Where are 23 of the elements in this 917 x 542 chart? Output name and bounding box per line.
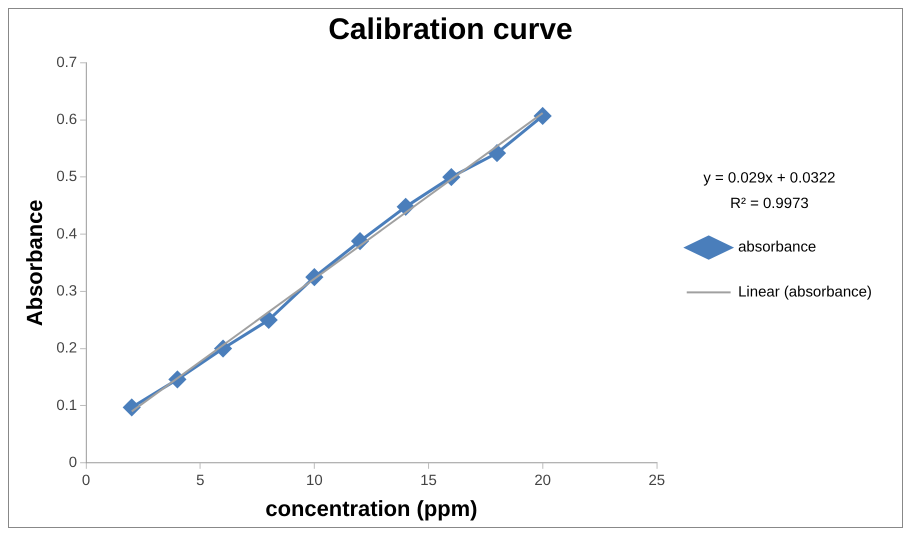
x-tick-label: 15 <box>420 472 437 489</box>
y-tick-label: 0.4 <box>56 225 78 242</box>
x-tick-label: 5 <box>196 472 204 489</box>
x-tick-label: 0 <box>82 472 90 489</box>
text: R² = 0.9973 <box>730 195 809 212</box>
y-tick-label: 0.3 <box>56 282 78 300</box>
y-tick-label: 0.1 <box>56 396 78 414</box>
y-tick-label: 0 <box>68 454 78 471</box>
text: y = 0.029x + 0.0322 <box>703 169 836 186</box>
y-tick-label: 0.6 <box>56 111 78 128</box>
y-tick-label: 0.2 <box>56 340 78 357</box>
point <box>260 312 278 328</box>
x-tick-label: 10 <box>306 472 323 489</box>
point <box>488 144 506 162</box>
x-axis-title: concentration (ppm) <box>265 496 478 521</box>
y-tick-label: 0.7 <box>56 54 78 71</box>
x-tick-label: 25 <box>648 472 666 489</box>
y-tick-label: 0.5 <box>56 168 78 186</box>
x-tick-label: 20 <box>534 472 551 489</box>
legend-label: Linear (absorbance) <box>738 284 872 301</box>
y-axis-title: Absorbance <box>22 200 48 326</box>
chart-title: Calibration curve <box>328 13 573 46</box>
legend-label: absorbance <box>738 238 816 256</box>
